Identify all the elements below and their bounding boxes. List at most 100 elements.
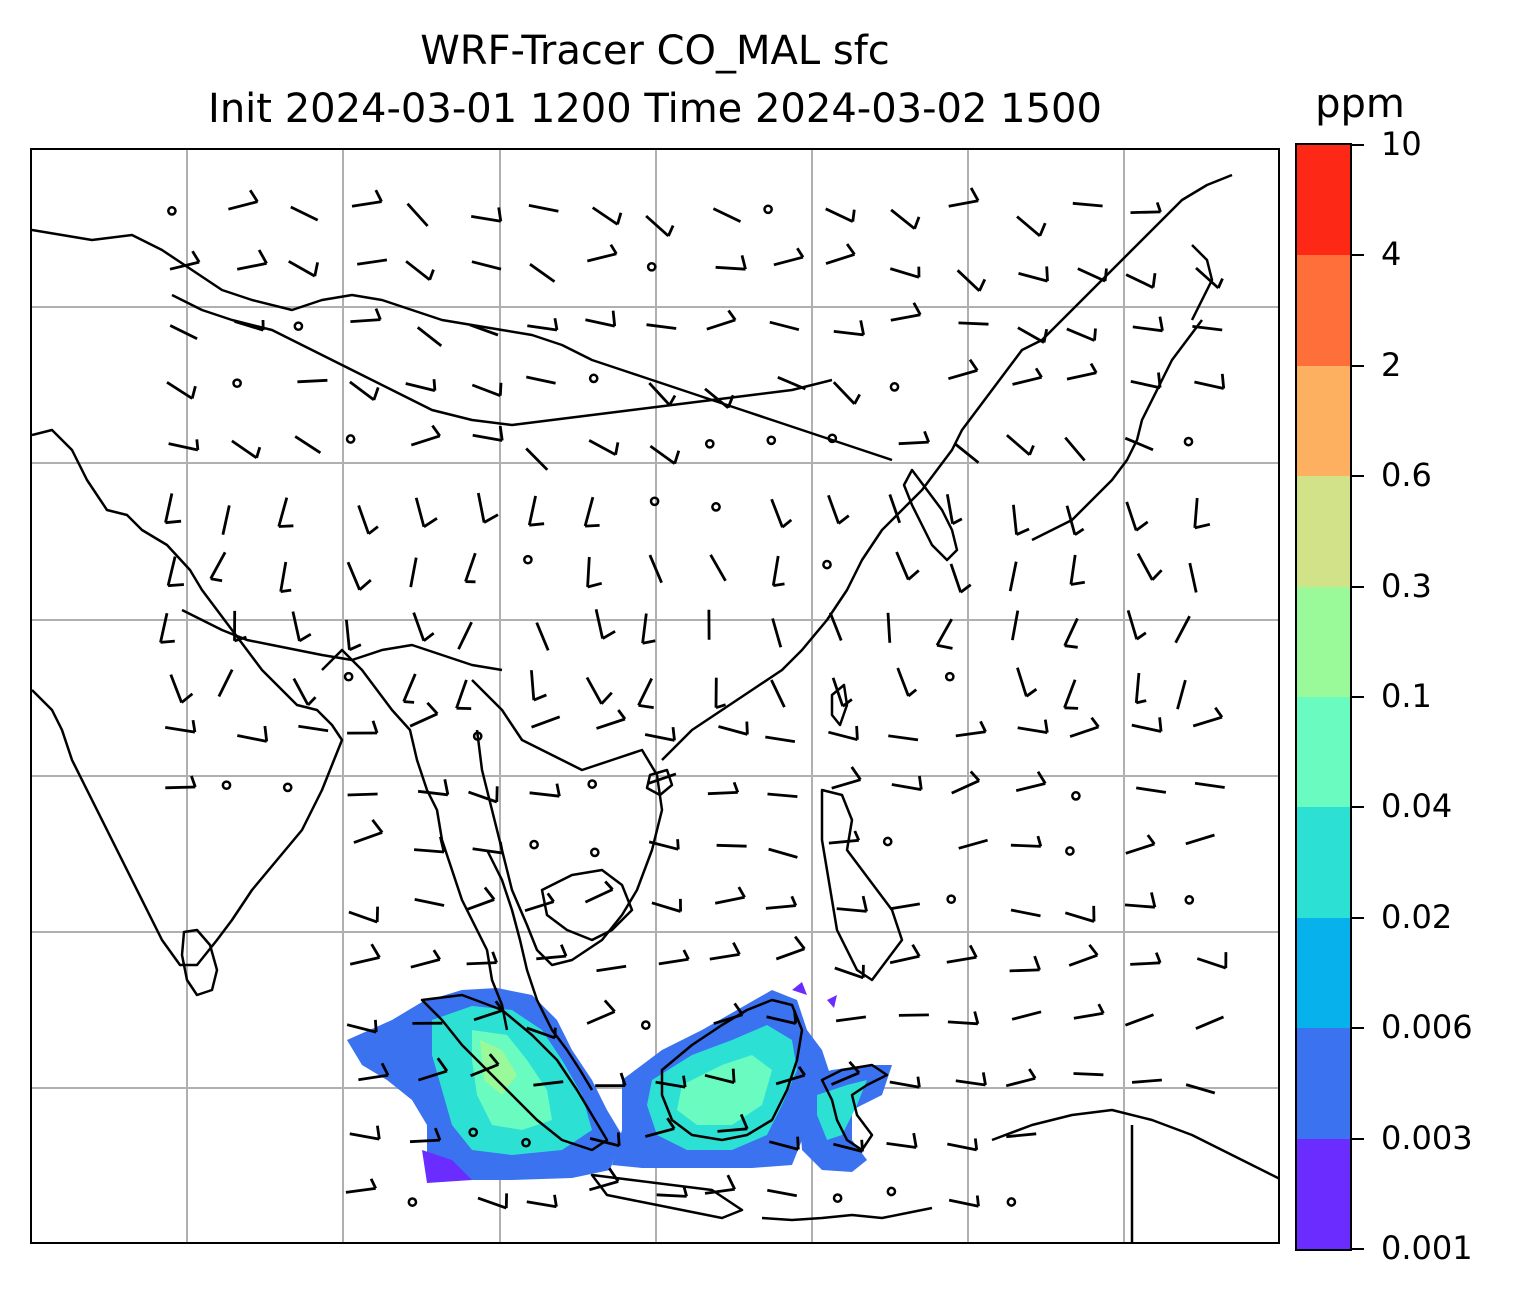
colorbar-tick-mark [1352, 696, 1364, 698]
wind-barb-feather [907, 688, 918, 698]
wind-barb-shaft [1196, 957, 1227, 970]
colorbar-segment [1297, 916, 1350, 1029]
wind-barb-shaft [470, 215, 502, 223]
wind-barb-shaft [890, 208, 916, 230]
calm-wind-marker [704, 438, 715, 449]
wind-barb-shaft [1005, 434, 1031, 456]
coastline-malay-peninsula [485, 849, 594, 1091]
wind-barb-feather [614, 442, 620, 455]
wind-barb-shaft [1017, 326, 1045, 344]
wind-barb-shaft [221, 505, 231, 535]
wind-barb-feather [374, 189, 383, 203]
wind-barb-shaft [888, 494, 902, 524]
wind-barb-feather [968, 944, 978, 958]
wind-barb-shaft [417, 1069, 448, 1082]
colorbar-segment [1297, 1137, 1350, 1249]
wind-barb-feather [673, 450, 681, 465]
wind-barb-shaft [713, 1013, 743, 1025]
wind-barb-shaft [1072, 201, 1103, 208]
wind-barb-shaft [465, 898, 495, 912]
wind-barb-feather [498, 382, 503, 396]
wind-barb-feather [973, 1138, 979, 1151]
wind-barb-feather [642, 639, 656, 645]
wind-barb-feather [975, 1195, 980, 1207]
wind-barb-shaft [292, 677, 310, 706]
wind-barb-feather [740, 255, 747, 270]
wind-barb-shaft [648, 554, 663, 584]
wind-barb-feather [1194, 522, 1211, 530]
coastline-sri-lanka [180, 928, 219, 997]
calm-wind-marker [1006, 1197, 1017, 1207]
wind-barb-feather [190, 775, 197, 788]
wind-barb-shaft [168, 442, 199, 452]
colorbar-tick-mark [1352, 585, 1364, 588]
wind-barb-shaft [405, 382, 436, 392]
wind-barb-shaft [527, 495, 537, 526]
wind-barb-shaft [530, 670, 536, 701]
coastline-hainan [645, 768, 674, 797]
wind-barb-feather [1154, 952, 1162, 964]
calm-wind-marker [1183, 436, 1194, 447]
wind-barb-shaft [651, 901, 682, 913]
wind-barb-shaft [346, 561, 361, 591]
wind-barb-feather [969, 770, 981, 782]
wind-barb-shaft [584, 888, 614, 904]
coastline-korea [902, 468, 959, 562]
wind-barb-shaft [164, 493, 174, 523]
calm-wind-marker [167, 206, 177, 216]
wind-barb-feather [859, 320, 865, 336]
wind-barb-feather [298, 632, 312, 643]
wind-barb-shaft [717, 1127, 748, 1133]
wind-barb-shaft [771, 618, 783, 648]
wind-barb-feather [533, 693, 547, 702]
wind-barb-shaft [1016, 215, 1041, 237]
wind-barb-feather [617, 709, 627, 720]
wind-barb-shaft [1124, 903, 1156, 909]
wind-barb-feather [616, 1132, 621, 1146]
wind-barb-shaft [891, 783, 922, 791]
calm-wind-marker [1071, 791, 1081, 801]
wind-barb-shaft [1188, 562, 1198, 593]
wind-barb-feather [850, 766, 862, 781]
wind-barb-feather [666, 1117, 676, 1130]
wind-barb-shaft [646, 323, 677, 330]
wind-barb-feather [951, 517, 963, 526]
colorbar-tick-label: 0.04 [1381, 787, 1453, 826]
coastline-lesser-sunda [761, 1206, 933, 1222]
wind-barb-shaft [1066, 371, 1097, 381]
calm-wind-marker [232, 378, 242, 389]
calm-wind-marker [588, 373, 599, 384]
calm-wind-marker [832, 1193, 843, 1203]
wind-barb-feather [263, 725, 269, 742]
wind-barb-shaft [524, 900, 555, 913]
wind-barb-shaft [833, 1142, 863, 1153]
wind-barb-feather [918, 775, 923, 790]
wind-barb-shaft [768, 1140, 799, 1151]
wind-barb-shaft [637, 677, 653, 707]
wind-barb-shaft [589, 1180, 619, 1192]
wind-barb-shaft [591, 206, 619, 226]
wind-barb-shaft [647, 772, 677, 786]
coastline-china-east [661, 173, 1233, 761]
wind-barb-shaft [351, 200, 382, 208]
wind-barb-shaft [765, 904, 796, 910]
wind-barb-feather [257, 249, 268, 265]
wind-barb-shaft [648, 840, 679, 851]
wind-barb-feather [439, 836, 446, 853]
wind-barb-feather [1034, 367, 1043, 379]
wind-barb-shaft [288, 260, 316, 278]
calm-wind-marker [521, 1137, 531, 1148]
wind-barb-feather [609, 243, 618, 255]
wind-barb-feather [483, 886, 496, 901]
wind-barb-feather [433, 1127, 442, 1141]
wind-barb-shaft [406, 202, 429, 227]
wind-barb-feather [793, 935, 806, 950]
wind-barb-shaft [886, 612, 892, 643]
wind-barb-shaft [828, 838, 859, 845]
wind-barb-shaft [417, 789, 449, 797]
chart-title-line2: Init 2024-03-01 1200 Time 2024-03-02 150… [208, 86, 1102, 132]
wind-barb-feather [667, 225, 675, 237]
wind-barb-shaft [471, 260, 502, 271]
wind-barb-shaft [528, 204, 559, 213]
wind-barb-feather [1093, 328, 1097, 341]
